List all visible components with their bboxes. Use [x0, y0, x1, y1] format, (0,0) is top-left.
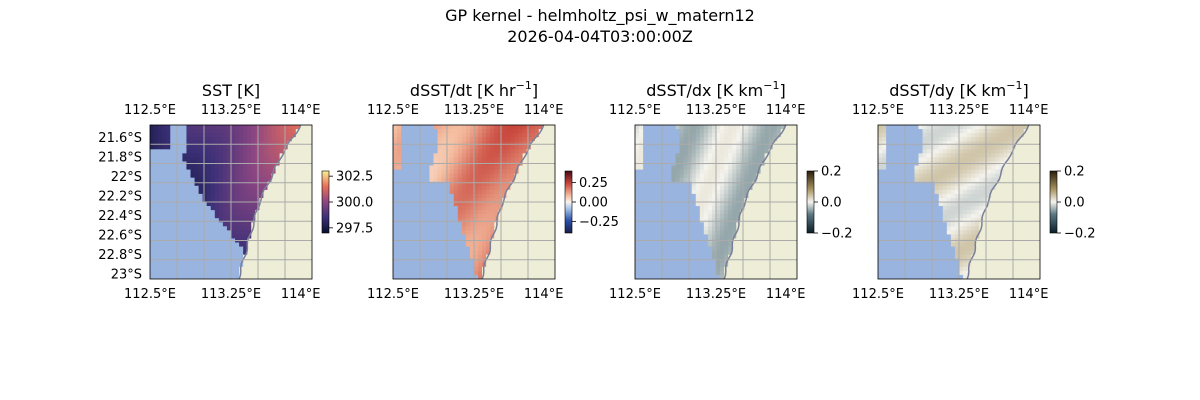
panel-title: dSST/dt [K hr−1] [410, 79, 538, 100]
colorbar [321, 170, 330, 234]
y-tick-label: 22.2°S [98, 190, 142, 205]
figure-title: GP kernel - helmholtz_psi_w_matern12 [445, 6, 755, 25]
y-tick-label: 22.4°S [98, 209, 142, 224]
colorbar-tick-label: 0.0 [1064, 196, 1085, 211]
x-tick-label-bottom: 113.25°E [929, 287, 989, 302]
map-area [878, 125, 1040, 279]
y-tick-label: 21.6°S [98, 131, 142, 146]
map-panel: dSST/dt [K hr−1] 112.5°E 112.5°E 113.25°E 11… [367, 79, 619, 302]
colorbar-tick-label: 0.2 [821, 165, 842, 180]
x-tick-label-top: 113.25°E [444, 103, 504, 118]
colorbar [564, 170, 573, 234]
x-tick-label-top: 112.5°E [367, 103, 419, 118]
colorbar-tick-label: 297.5 [336, 221, 373, 236]
map-area [635, 125, 797, 279]
x-tick-label-top: 114°E [1009, 103, 1049, 118]
colorbar-tick-label: 0.25 [579, 176, 608, 191]
colorbar-tick-label: 0.00 [579, 196, 608, 211]
y-tick-label: 22.8°S [98, 248, 142, 263]
y-tick-label: 22.6°S [98, 229, 142, 244]
map-area [393, 125, 555, 279]
x-tick-label-top: 114°E [281, 103, 321, 118]
x-tick-label-top: 112.5°E [852, 103, 904, 118]
x-tick-label-bottom: 114°E [524, 287, 564, 302]
x-tick-label-bottom: 114°E [766, 287, 806, 302]
colorbar-tick-label: −0.25 [579, 215, 619, 230]
x-tick-label-top: 112.5°E [609, 103, 661, 118]
x-tick-label-top: 113.25°E [929, 103, 989, 118]
y-tick-label: 22°S [111, 170, 142, 185]
colorbar-tick-label: 302.5 [336, 170, 373, 185]
panel-title: dSST/dy [K km−1] [889, 79, 1028, 100]
map-frame [149, 124, 313, 280]
colorbar [1049, 170, 1058, 234]
colorbar-tick-label: 300.0 [336, 196, 373, 211]
x-tick-label-top: 112.5°E [124, 103, 176, 118]
map-panel: dSST/dy [K km−1] 112.5°E 112.5°E 113.25°E 11… [852, 79, 1096, 302]
x-tick-label-bottom: 114°E [1009, 287, 1049, 302]
panel-title: SST [K] [202, 81, 260, 100]
map-panel: SST [K] 112.5°E 112.5°E 113.25°E 113.25°E 114… [98, 81, 373, 302]
map-frame [877, 124, 1041, 280]
colorbar [806, 170, 815, 234]
y-tick-label: 21.8°S [98, 151, 142, 166]
colorbar-tick-label: −0.2 [1064, 227, 1096, 242]
colorbar-tick-label: 0.0 [821, 196, 842, 211]
x-tick-label-bottom: 113.25°E [444, 287, 504, 302]
x-tick-label-bottom: 113.25°E [201, 287, 261, 302]
map-panel: dSST/dx [K km−1] 112.5°E 112.5°E 113.25°E 11… [609, 79, 853, 302]
figure-timestamp: 2026-04-04T03:00:00Z [507, 27, 693, 46]
map-frame [392, 124, 556, 280]
panel-title: dSST/dx [K km−1] [646, 79, 785, 100]
y-tick-label: 23°S [111, 268, 142, 283]
x-tick-label-top: 113.25°E [201, 103, 261, 118]
x-tick-label-bottom: 112.5°E [124, 287, 176, 302]
x-tick-label-bottom: 112.5°E [609, 287, 661, 302]
x-tick-label-bottom: 113.25°E [686, 287, 746, 302]
x-tick-label-top: 114°E [766, 103, 806, 118]
x-tick-label-bottom: 112.5°E [852, 287, 904, 302]
x-tick-label-bottom: 114°E [281, 287, 321, 302]
x-tick-label-top: 113.25°E [686, 103, 746, 118]
x-tick-label-top: 114°E [524, 103, 564, 118]
x-tick-label-bottom: 112.5°E [367, 287, 419, 302]
colorbar-tick-label: −0.2 [821, 227, 853, 242]
map-frame [634, 124, 798, 280]
map-area [150, 125, 312, 279]
colorbar-tick-label: 0.2 [1064, 165, 1085, 180]
